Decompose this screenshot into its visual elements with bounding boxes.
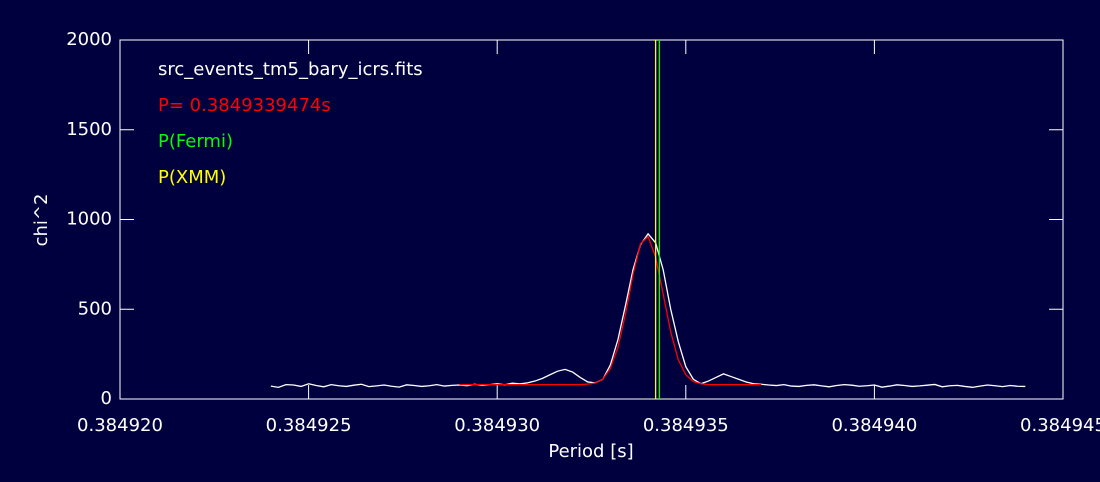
- legend-entry: P(Fermi): [158, 131, 233, 152]
- data-line: [459, 235, 762, 386]
- x-tick-label: 0.384925: [266, 415, 352, 436]
- legend-entry: P(XMM): [158, 167, 226, 188]
- y-tick-label: 0: [101, 388, 112, 409]
- y-tick-label: 500: [78, 298, 112, 319]
- legend-entry: P= 0.3849339474s: [158, 95, 331, 116]
- y-axis-label: chi^2: [31, 194, 52, 247]
- legend-entry: src_events_tm5_bary_icrs.fits: [158, 59, 423, 80]
- y-tick-label: 1500: [66, 119, 112, 140]
- x-tick-label: 0.384935: [643, 415, 729, 436]
- x-tick-label: 0.384940: [831, 415, 917, 436]
- plot-frame: [119, 39, 1064, 400]
- x-axis-label: Period [s]: [548, 441, 633, 462]
- data-line: [270, 232, 1026, 388]
- y-tick-label: 2000: [66, 29, 112, 50]
- x-tick-label: 0.384930: [454, 415, 540, 436]
- x-tick-label: 0.384920: [77, 415, 163, 436]
- x-tick-label: 0.384945: [1020, 415, 1100, 436]
- y-tick-label: 1000: [66, 209, 112, 230]
